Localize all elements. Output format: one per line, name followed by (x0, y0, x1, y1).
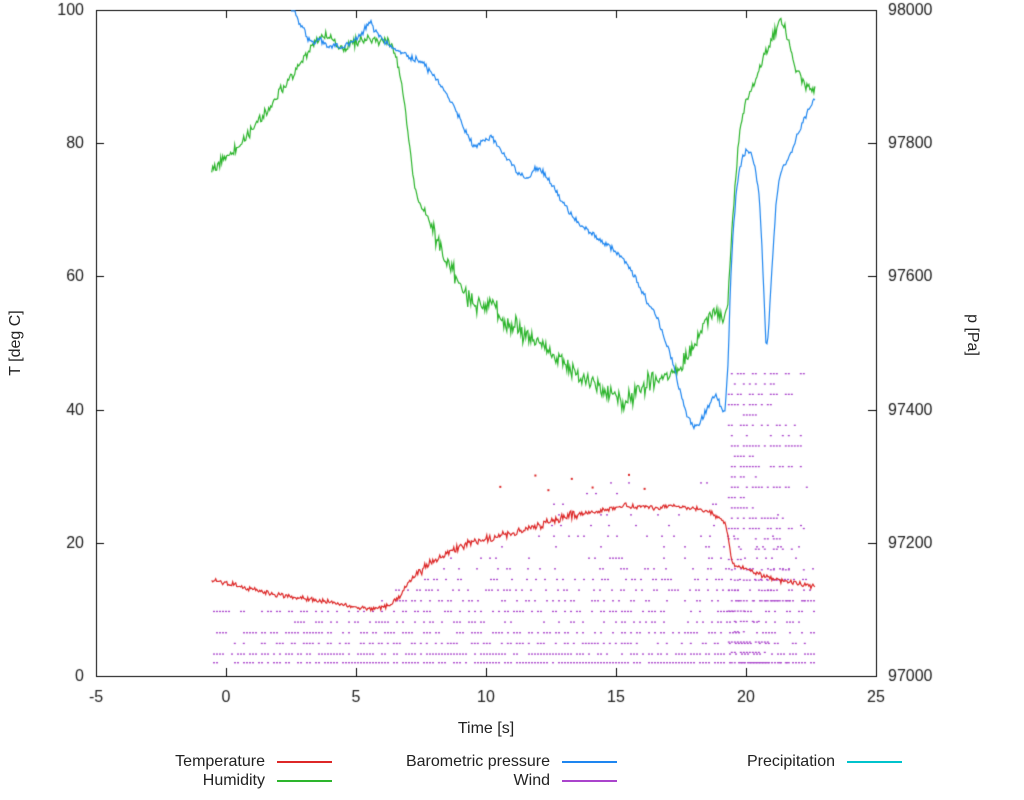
legend-line-humidity-icon (277, 779, 332, 782)
legend-line-wind-icon (562, 779, 617, 782)
legend-entry-temperature: Temperature (60, 752, 332, 771)
legend-line-precipitation-icon (847, 760, 902, 763)
legend-entry-wind: Wind (300, 771, 617, 790)
legend-entry-barometric-pressure: Barometric pressure (300, 752, 617, 771)
legend-line-barometric-pressure-icon (562, 760, 617, 763)
x-axis-label: Time [s] (457, 720, 515, 737)
legend-entry-humidity: Humidity (60, 771, 332, 790)
legend-label-wind: Wind (513, 771, 550, 789)
left-axis-label: T [deg C] (7, 310, 24, 376)
legend-label-precipitation: Precipitation (746, 752, 835, 770)
legend-entry-precipitation: Precipitation (600, 752, 902, 771)
legend-label-humidity: Humidity (202, 771, 265, 789)
chart-legend: Temperature Barometric pressure Precipit… (0, 752, 1024, 792)
legend-row-2: Humidity Wind (0, 771, 1024, 790)
legend-label-barometric-pressure: Barometric pressure (405, 752, 550, 770)
legend-line-temperature-icon (277, 760, 332, 763)
legend-label-temperature: Temperature (175, 752, 265, 770)
right-axis-label: p [Pa] (964, 314, 981, 356)
legend-row-1: Temperature Barometric pressure Precipit… (0, 752, 1024, 771)
